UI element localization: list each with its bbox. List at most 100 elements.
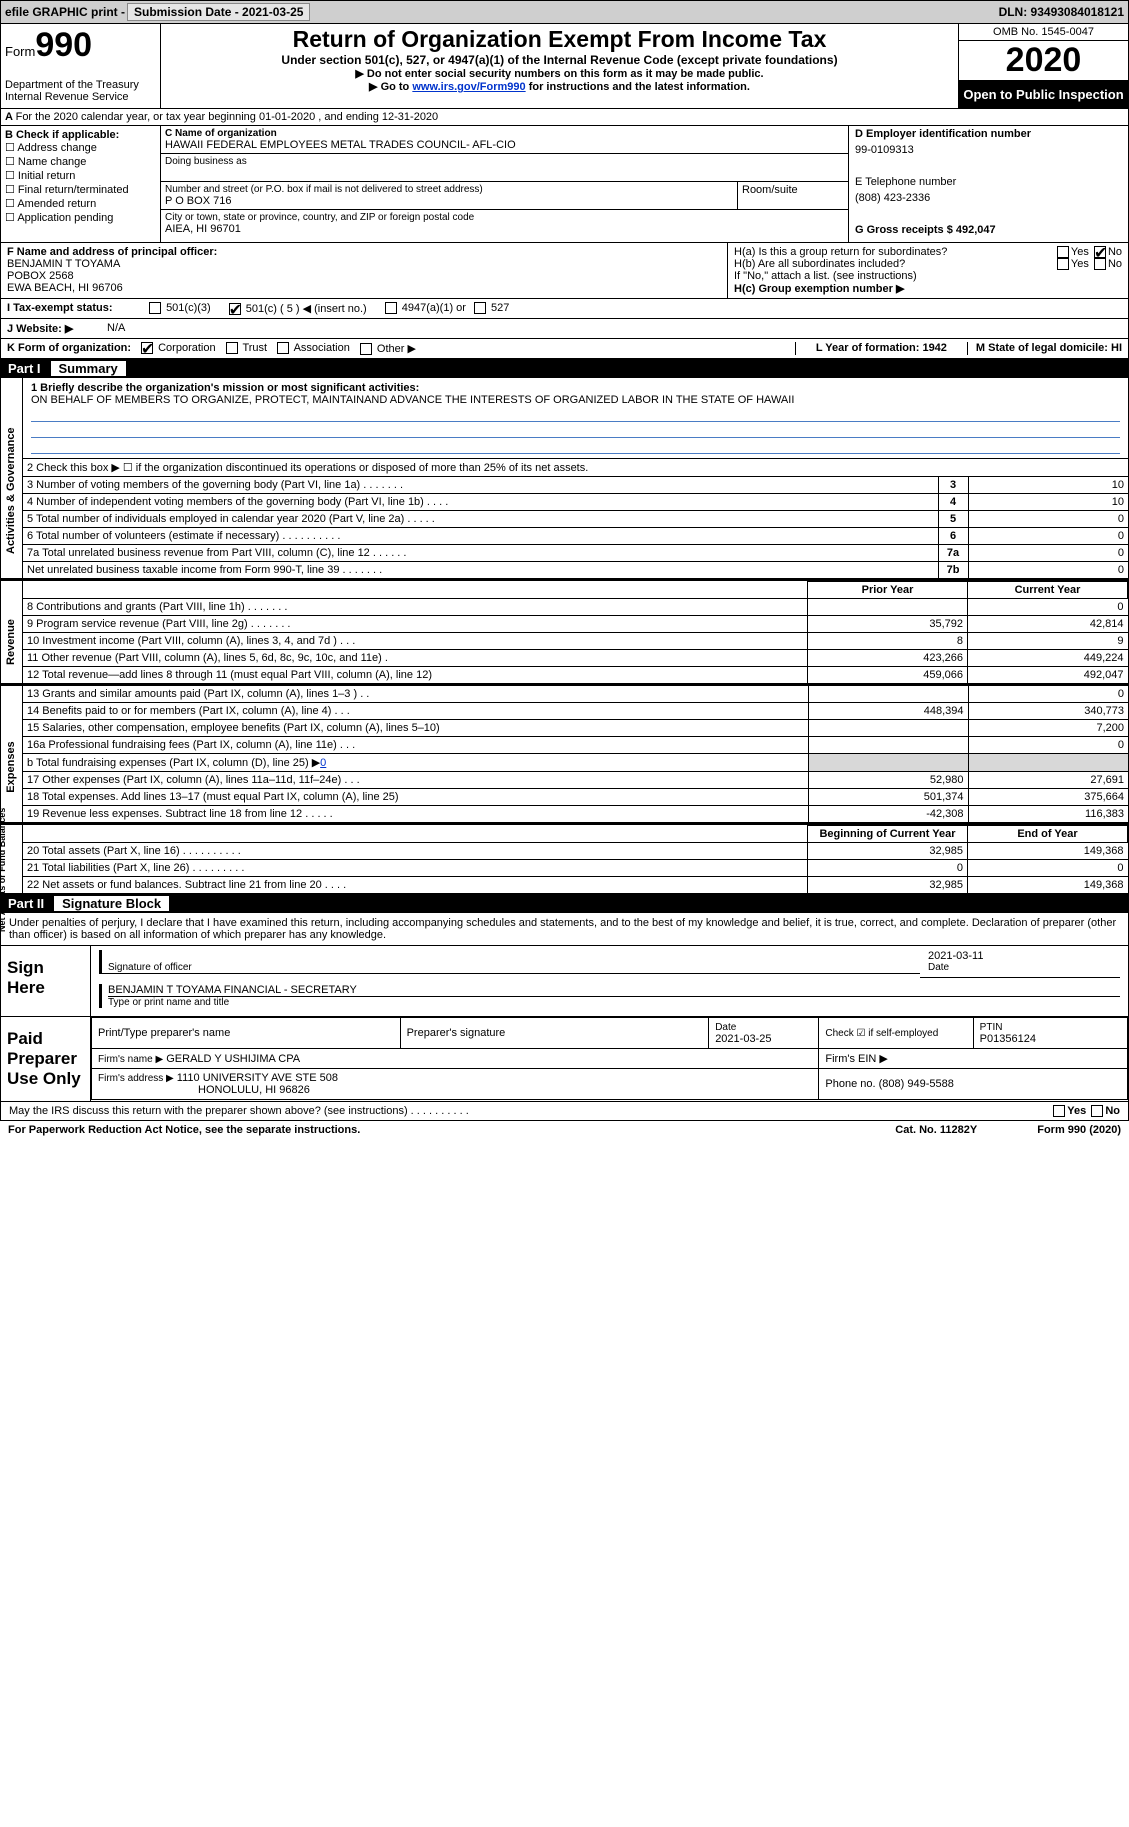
row-k-label: K Form of organization:	[7, 342, 131, 355]
cb-other[interactable]	[360, 343, 372, 355]
paid-preparer-block: Paid Preparer Use Only Print/Type prepar…	[0, 1017, 1129, 1102]
row-7b-text: Net unrelated business taxable income fr…	[23, 562, 938, 579]
firm-addr2: HONOLULU, HI 96826	[198, 1084, 310, 1096]
street-value: P O BOX 716	[165, 195, 733, 207]
row-a-taxyear: A For the 2020 calendar year, or tax yea…	[0, 109, 1129, 126]
row-j: J Website: ▶ N/A	[0, 319, 1129, 339]
year-formation: L Year of formation: 1942	[795, 342, 967, 355]
row-fh: F Name and address of principal officer:…	[0, 243, 1129, 299]
submission-date-button[interactable]: Submission Date - 2021-03-25	[127, 3, 310, 21]
phone-value: (808) 423-2336	[855, 192, 1122, 204]
row-19-text: 19 Revenue less expenses. Subtract line …	[23, 806, 808, 823]
cb-501c3[interactable]	[149, 302, 161, 314]
officer-addr1: POBOX 2568	[7, 270, 721, 282]
chk-initial[interactable]: ☐ Initial return	[5, 169, 156, 182]
row-12-text: 12 Total revenue—add lines 8 through 11 …	[23, 667, 808, 684]
identity-grid: B Check if applicable: ☐ Address change …	[0, 126, 1129, 243]
cb-4947[interactable]	[385, 302, 397, 314]
ha-yes[interactable]	[1057, 246, 1069, 258]
row-14-text: 14 Benefits paid to or for members (Part…	[23, 703, 808, 720]
section-b-label: B Check if applicable:	[5, 129, 156, 141]
chk-amended[interactable]: ☐ Amended return	[5, 197, 156, 210]
signer-name-label: Type or print name and title	[108, 996, 1120, 1008]
section-f: F Name and address of principal officer:…	[1, 243, 728, 298]
ha-no[interactable]	[1094, 246, 1106, 258]
ein-value: 99-0109313	[855, 144, 1122, 156]
state-domicile: M State of legal domicile: HI	[967, 342, 1122, 355]
hb-note: If "No," attach a list. (see instruction…	[734, 270, 1122, 282]
phone-label: E Telephone number	[855, 176, 1122, 188]
discuss-no[interactable]	[1091, 1105, 1103, 1117]
cb-527[interactable]	[474, 302, 486, 314]
netassets-table: Beginning of Current YearEnd of Year 20 …	[23, 825, 1128, 893]
perjury-statement: Under penalties of perjury, I declare th…	[0, 913, 1129, 946]
firm-name: GERALD Y USHIJIMA CPA	[166, 1053, 300, 1065]
city-label: City or town, state or province, country…	[165, 212, 844, 223]
form990-link[interactable]: www.irs.gov/Form990	[412, 81, 525, 93]
section-h: H(a) Is this a group return for subordin…	[728, 243, 1128, 298]
chk-final[interactable]: ☐ Final return/terminated	[5, 183, 156, 196]
dept-irs: Internal Revenue Service	[5, 91, 156, 103]
row-7a-val: 0	[968, 545, 1128, 562]
firm-phone: Phone no. (808) 949-5588	[819, 1069, 1128, 1100]
part2-num: Part II	[8, 896, 44, 911]
row-16a-text: 16a Professional fundraising fees (Part …	[23, 737, 808, 754]
hc-label: H(c) Group exemption number ▶	[734, 282, 1122, 295]
ptin: P01356124	[980, 1033, 1036, 1045]
row-22-text: 22 Net assets or fund balances. Subtract…	[23, 877, 808, 894]
prep-date: 2021-03-25	[715, 1033, 771, 1045]
row-6-val: 0	[968, 528, 1128, 545]
header-right: OMB No. 1545-0047 2020 Open to Public In…	[958, 24, 1128, 108]
gross-receipts: G Gross receipts $ 492,047	[855, 224, 1122, 236]
chk-name[interactable]: ☐ Name change	[5, 155, 156, 168]
row-j-label: J Website: ▶	[7, 322, 107, 335]
omb-number: OMB No. 1545-0047	[959, 24, 1128, 41]
dln-label: DLN: 93493084018121	[999, 5, 1124, 19]
end-year-header: End of Year	[968, 826, 1128, 843]
row-10-text: 10 Investment income (Part VIII, column …	[23, 633, 808, 650]
discuss-yes[interactable]	[1053, 1105, 1065, 1117]
form-title: Return of Organization Exempt From Incom…	[167, 26, 952, 53]
chk-pending[interactable]: ☐ Application pending	[5, 211, 156, 224]
rotated-governance: Activities & Governance	[1, 378, 23, 578]
revenue-table: Prior YearCurrent Year 8 Contributions a…	[23, 581, 1128, 683]
cb-corp[interactable]	[141, 342, 153, 354]
mission-label: 1 Briefly describe the organization's mi…	[31, 382, 1120, 394]
note-ssn: ▶ Do not enter social security numbers o…	[167, 67, 952, 80]
prep-sig-label: Preparer's signature	[400, 1018, 709, 1049]
row-5-text: 5 Total number of individuals employed i…	[23, 511, 938, 528]
row-11-text: 11 Other revenue (Part VIII, column (A),…	[23, 650, 808, 667]
hb-yes[interactable]	[1057, 258, 1069, 270]
mission-text: ON BEHALF OF MEMBERS TO ORGANIZE, PROTEC…	[31, 394, 1120, 406]
row-21-text: 21 Total liabilities (Part X, line 26) .…	[23, 860, 808, 877]
form-header: Form990 Department of the Treasury Inter…	[0, 24, 1129, 109]
officer-name: BENJAMIN T TOYAMA	[7, 258, 721, 270]
row-4-val: 10	[968, 494, 1128, 511]
rotated-expenses: Expenses	[1, 686, 23, 822]
row-3-val: 10	[968, 477, 1128, 494]
sig-date-label: Date	[928, 962, 1120, 973]
row-i: I Tax-exempt status: 501(c)(3) 501(c) ( …	[0, 299, 1129, 319]
note-goto-post: for instructions and the latest informat…	[526, 81, 750, 93]
cb-trust[interactable]	[226, 342, 238, 354]
row-9-text: 9 Program service revenue (Part VIII, li…	[23, 616, 808, 633]
sign-here-block: Sign Here Signature of officer 2021-03-1…	[0, 946, 1129, 1017]
cb-501c[interactable]	[229, 303, 241, 315]
row-7b-val: 0	[968, 562, 1128, 579]
hb-no[interactable]	[1094, 258, 1106, 270]
fundraising-link[interactable]: 0	[320, 757, 326, 769]
efile-label: efile GRAPHIC print -	[5, 5, 125, 19]
cb-assoc[interactable]	[277, 342, 289, 354]
dept-treasury: Department of the Treasury	[5, 79, 156, 91]
sig-date: 2021-03-11	[928, 950, 1120, 962]
city-value: AIEA, HI 96701	[165, 223, 844, 235]
chk-address[interactable]: ☐ Address change	[5, 141, 156, 154]
current-year-header: Current Year	[968, 582, 1128, 599]
governance-section: Activities & Governance 1 Briefly descri…	[0, 378, 1129, 579]
part1-num: Part I	[8, 361, 41, 376]
row-2: 2 Check this box ▶ ☐ if the organization…	[23, 459, 1128, 477]
open-inspection: Open to Public Inspection	[959, 81, 1128, 108]
form-subtitle: Under section 501(c), 527, or 4947(a)(1)…	[167, 53, 952, 67]
expenses-section: Expenses 13 Grants and similar amounts p…	[0, 684, 1129, 823]
row-16b-text: b Total fundraising expenses (Part IX, c…	[23, 754, 808, 772]
